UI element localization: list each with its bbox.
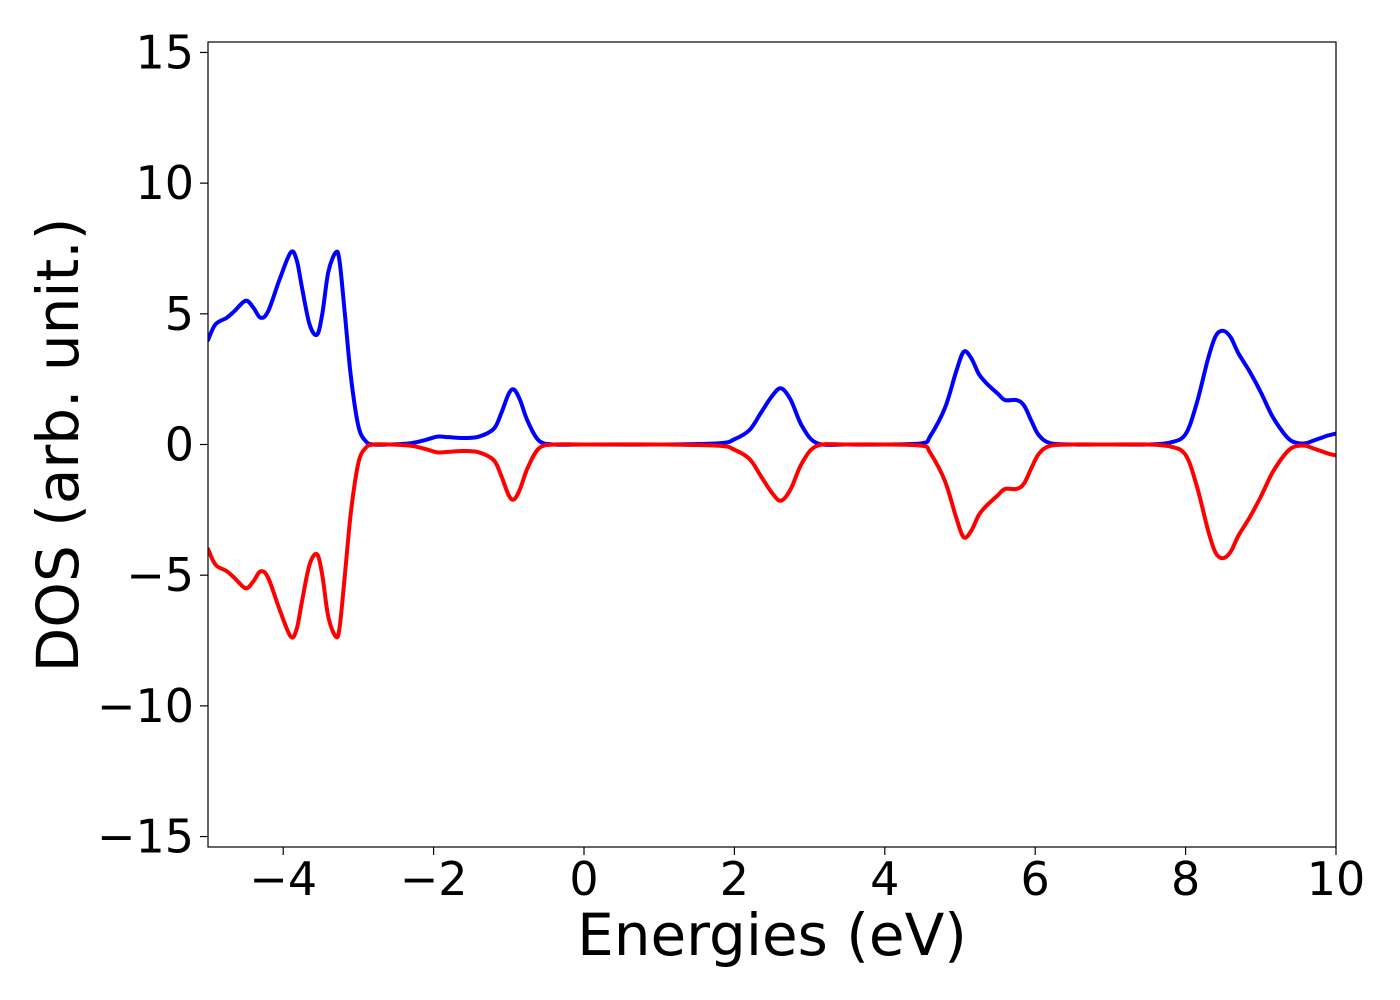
y-axis-title: DOS (arb. unit.) — [24, 218, 92, 673]
series-layer — [208, 249, 1336, 640]
x-tick-label: 4 — [870, 852, 899, 906]
y-tick-label: −5 — [126, 548, 194, 602]
x-tick-label: 6 — [1021, 852, 1050, 906]
y-tick-label: 10 — [135, 156, 194, 210]
series-line-positive — [208, 249, 1336, 447]
x-tick-label: 8 — [1171, 852, 1200, 906]
x-tick-label: 10 — [1307, 852, 1366, 906]
y-tick-label: 15 — [135, 25, 194, 79]
x-axis: −4 −2 0 2 4 6 8 10 — [249, 847, 1365, 906]
x-tick-label: 0 — [569, 852, 598, 906]
y-tick-label: 5 — [165, 287, 194, 341]
x-tick-label: −2 — [400, 852, 468, 906]
x-tick-label: 2 — [720, 852, 749, 906]
y-tick-label: −10 — [97, 679, 194, 733]
x-axis-title: Energies (eV) — [577, 901, 967, 969]
y-axis: −15 −10 −5 0 5 10 15 — [97, 25, 208, 864]
y-tick-label: 0 — [165, 418, 194, 472]
series-line-negative — [208, 442, 1336, 640]
x-tick-label: −4 — [249, 852, 317, 906]
y-tick-label: −15 — [97, 810, 194, 864]
